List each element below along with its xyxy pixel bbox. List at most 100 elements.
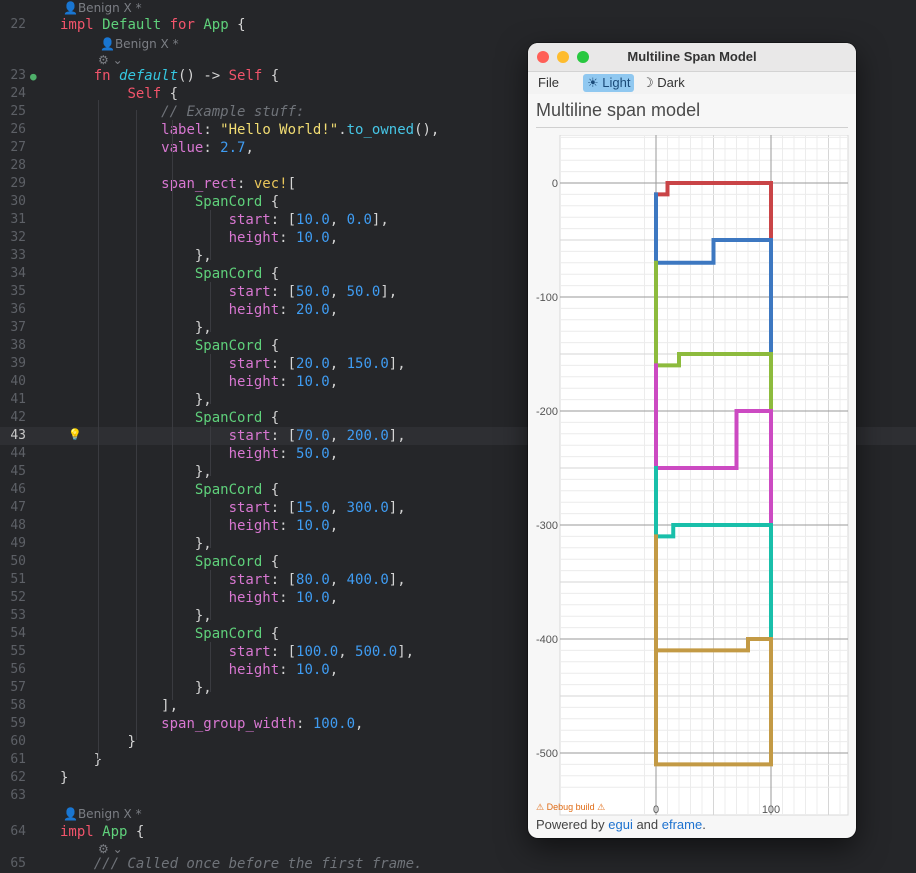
code-text: /// Called once before the first frame. (60, 855, 423, 873)
line-number: 59 (10, 716, 26, 731)
code-token: height (228, 662, 280, 678)
code-token: ], (380, 284, 398, 300)
code-token: : [ (270, 284, 297, 300)
code-token (60, 500, 229, 516)
plot-area[interactable] (559, 135, 849, 816)
debug-build-warning: ⚠ Debug build ⚠ (536, 802, 606, 812)
line-number: 50 (10, 554, 26, 569)
code-token: } (60, 770, 69, 786)
code-token: start (228, 644, 271, 660)
span-series-line (654, 409, 773, 527)
run-gutter-icon[interactable]: ● (30, 70, 37, 83)
inlay-action-icon[interactable]: ⚙ ⌄ (98, 53, 123, 67)
code-token: App (102, 824, 128, 840)
code-token: height (228, 302, 280, 318)
code-text: }, (60, 319, 212, 337)
line-number: 37 (10, 320, 26, 335)
plot-canvas[interactable]: 0 -100 -200 -300 -400 -500 0 100 (528, 135, 856, 835)
code-text: }, (60, 391, 212, 409)
code-token: default (119, 68, 179, 84)
code-text: SpanCord { (60, 481, 279, 499)
minimize-button[interactable] (557, 51, 569, 63)
indent-guide (210, 282, 211, 332)
code-token: : [ (270, 428, 297, 444)
line-number: 48 (10, 518, 26, 533)
line-number: 28 (10, 158, 26, 173)
code-text: height: 10.0, (60, 661, 339, 679)
code-token: Self (127, 86, 162, 102)
eframe-link[interactable]: eframe (661, 817, 703, 832)
light-theme-button[interactable]: ☀ Light (583, 74, 635, 92)
footer-suffix: . (702, 817, 706, 832)
line-number: 36 (10, 302, 26, 317)
footer-and: and (632, 817, 662, 832)
code-token: ], (371, 212, 389, 228)
line-number: 45 (10, 464, 26, 479)
code-token: , (329, 284, 347, 300)
code-token: : (279, 230, 297, 246)
code-token: 70.0 (296, 428, 330, 444)
code-text: start: [100.0, 500.0], (60, 643, 414, 661)
code-token: 20.0 (296, 356, 330, 372)
egui-link[interactable]: egui (608, 817, 633, 832)
code-text: value: 2.7, (60, 139, 254, 157)
line-number: 32 (10, 230, 26, 245)
code-text: height: 20.0, (60, 301, 339, 319)
code-token: ], (388, 356, 406, 372)
line-number: 51 (10, 572, 26, 587)
code-text: height: 10.0, (60, 373, 339, 391)
zoom-button[interactable] (577, 51, 589, 63)
indent-guide (210, 498, 211, 548)
code-token: ], (388, 500, 406, 516)
lightbulb-icon[interactable]: 💡 (68, 428, 82, 441)
close-button[interactable] (537, 51, 549, 63)
code-token: { (262, 554, 280, 570)
code-token: vec! (253, 176, 288, 192)
indent-guide (210, 426, 211, 476)
code-text: height: 10.0, (60, 517, 339, 535)
code-text: height: 10.0, (60, 589, 339, 607)
code-text: }, (60, 607, 212, 625)
code-text: impl Default for App { (60, 16, 246, 34)
line-number: 42 (10, 410, 26, 425)
code-token: : [ (270, 500, 297, 516)
code-token: : [ (270, 212, 297, 228)
code-text: SpanCord { (60, 625, 279, 643)
code-token (60, 856, 94, 872)
window-title: Multiline Span Model (627, 49, 757, 64)
code-token (60, 374, 229, 390)
powered-by-footer: Powered by egui and eframe. (536, 817, 706, 832)
line-number: 58 (10, 698, 26, 713)
code-token (60, 680, 195, 696)
code-text: SpanCord { (60, 337, 279, 355)
code-text: label: "Hello World!".to_owned(), (60, 121, 439, 139)
code-token: }, (194, 608, 212, 624)
code-token: , (329, 662, 339, 678)
line-number: 24 (10, 86, 26, 101)
line-number: 30 (10, 194, 26, 209)
code-text: } (60, 733, 135, 751)
code-text: SpanCord { (60, 409, 279, 427)
inlay-action-icon[interactable]: ⚙ ⌄ (98, 842, 123, 856)
code-token (60, 590, 229, 606)
line-number: 44 (10, 446, 26, 461)
code-token: SpanCord (194, 266, 263, 282)
indent-guide (210, 210, 211, 260)
indent-guide (210, 354, 211, 404)
code-token: 50.0 (296, 284, 330, 300)
dark-theme-button[interactable]: ☽ Dark (642, 75, 685, 90)
code-token (60, 626, 195, 642)
code-token: { (262, 626, 280, 642)
code-token (60, 140, 161, 156)
code-token (60, 446, 229, 462)
x-tick-label: 100 (762, 804, 780, 816)
line-number: 49 (10, 536, 26, 551)
indent-guide (210, 570, 211, 620)
file-menu[interactable]: File (538, 75, 559, 90)
y-tick-label: -200 (536, 406, 558, 418)
code-token: : [ (270, 572, 297, 588)
code-token: : (279, 374, 297, 390)
code-token: SpanCord (194, 482, 263, 498)
line-number: 46 (10, 482, 26, 497)
code-token: . (338, 122, 347, 138)
